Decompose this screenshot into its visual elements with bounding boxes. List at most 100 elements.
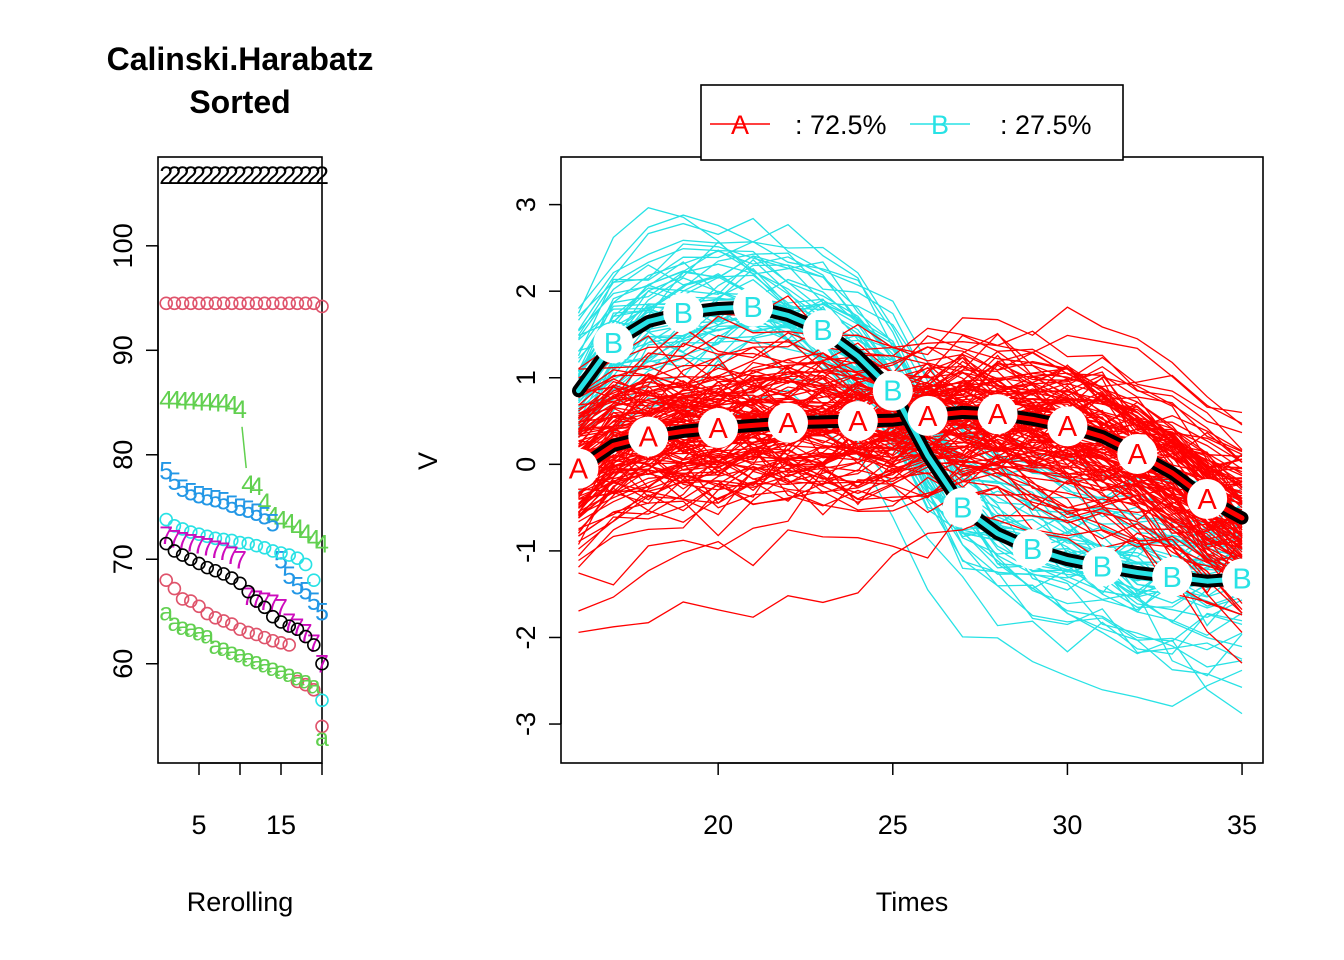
left-point: [265, 296, 280, 311]
left-point: 5: [225, 491, 239, 519]
left-point: a: [290, 663, 304, 691]
right-y-tick-label: 3: [511, 197, 541, 212]
mean-marker-b: B: [953, 493, 972, 525]
trajectory-line: [578, 426, 1243, 561]
left-point: [184, 525, 198, 539]
legend-symbol-b: B: [931, 110, 949, 140]
trajectory-line: [578, 335, 1243, 505]
left-point: [200, 529, 214, 544]
left-point: 5: [315, 599, 329, 627]
left-point: [298, 557, 313, 572]
left-point: [208, 296, 223, 311]
trajectory-line: [578, 452, 1243, 611]
left-series: [159, 512, 329, 708]
trajectory-line: [578, 447, 1243, 586]
left-point: 4: [184, 387, 198, 415]
left-point: [257, 296, 272, 311]
left-point: a: [233, 640, 247, 668]
left-point: [274, 296, 288, 311]
mean-marker-halo: [872, 370, 913, 411]
mean-marker-halo: [768, 402, 809, 443]
left-point: a: [192, 618, 206, 646]
mean-marker-halo: [663, 292, 704, 333]
left-point: a: [184, 615, 198, 643]
mean-marker-halo: [698, 407, 739, 448]
mean-marker-halo: [837, 401, 878, 442]
left-point: 5: [176, 475, 190, 503]
left-point: 4: [282, 510, 296, 538]
left-point: a: [307, 672, 321, 700]
left-point: [208, 610, 223, 625]
left-point: 7: [274, 594, 288, 622]
left-point: 2: [249, 162, 263, 190]
left-point: [274, 546, 288, 560]
left-point: [216, 532, 231, 547]
left-point: 4: [159, 386, 173, 414]
left-point: a: [258, 651, 272, 679]
right-x-tick-label: 25: [878, 810, 908, 840]
left-point: 5: [266, 510, 280, 538]
left-point: 5: [307, 588, 321, 616]
mean-marker-a: A: [1197, 484, 1217, 516]
left-point: [315, 693, 329, 708]
mean-marker-halo: [942, 487, 983, 528]
trajectory-line: [578, 442, 1243, 594]
trajectory-line: [578, 509, 1243, 612]
left-point: 7: [307, 630, 321, 658]
left-point: a: [208, 632, 222, 660]
left-point: 4: [258, 489, 272, 517]
left-point: [192, 599, 206, 614]
left-point: 7: [315, 651, 329, 679]
left-point: 2: [192, 162, 206, 190]
mean-marker-halo: [1047, 406, 1088, 447]
left-point: 2: [266, 162, 280, 190]
left-point: 2: [167, 162, 181, 190]
left-point: 2: [274, 162, 288, 190]
left-point: 4: [290, 515, 304, 543]
left-y-tick-label: 80: [108, 440, 138, 470]
left-chart-subtitle: Sorted: [189, 84, 290, 120]
left-point: 2: [208, 162, 222, 190]
mean-marker-b: B: [883, 376, 902, 408]
left-point: 5: [167, 468, 181, 496]
left-point: [233, 622, 247, 637]
trajectory-line: [578, 336, 1243, 592]
mean-marker-a: A: [778, 408, 798, 440]
left-point: 4: [208, 390, 222, 418]
left-point: 5: [249, 499, 263, 527]
left-series-connector: [241, 426, 247, 469]
mean-marker-a: A: [918, 401, 938, 433]
left-point: 7: [200, 534, 214, 562]
mean-marker-b: B: [1023, 534, 1042, 566]
left-point: 7: [225, 542, 239, 570]
mean-marker-halo: [733, 286, 774, 327]
left-chart-title: Calinski.Harabatz: [107, 41, 374, 77]
left-point: [282, 619, 297, 633]
mean-marker-b: B: [1163, 562, 1182, 594]
left-point: [274, 636, 288, 650]
left-point: 2: [258, 162, 272, 190]
trajectory-line: [578, 476, 1243, 633]
left-point: [167, 519, 182, 533]
left-point: [290, 622, 305, 637]
mean-marker-b: B: [604, 328, 623, 360]
left-point: 5: [184, 478, 198, 506]
left-point: [208, 563, 223, 578]
trajectory-line: [578, 413, 1243, 614]
left-point: a: [274, 657, 288, 685]
left-point: a: [159, 599, 173, 627]
mean-marker-a: A: [1058, 411, 1078, 443]
left-point: [257, 600, 272, 615]
left-point: [306, 573, 321, 587]
left-point: [315, 719, 329, 734]
left-point: 7: [282, 609, 296, 637]
left-point: 5: [200, 484, 214, 512]
left-point: 4: [249, 473, 263, 501]
mean-marker-halo: [628, 416, 669, 457]
left-point: [241, 584, 255, 599]
left-point: 2: [299, 162, 313, 190]
left-point: [298, 629, 313, 644]
